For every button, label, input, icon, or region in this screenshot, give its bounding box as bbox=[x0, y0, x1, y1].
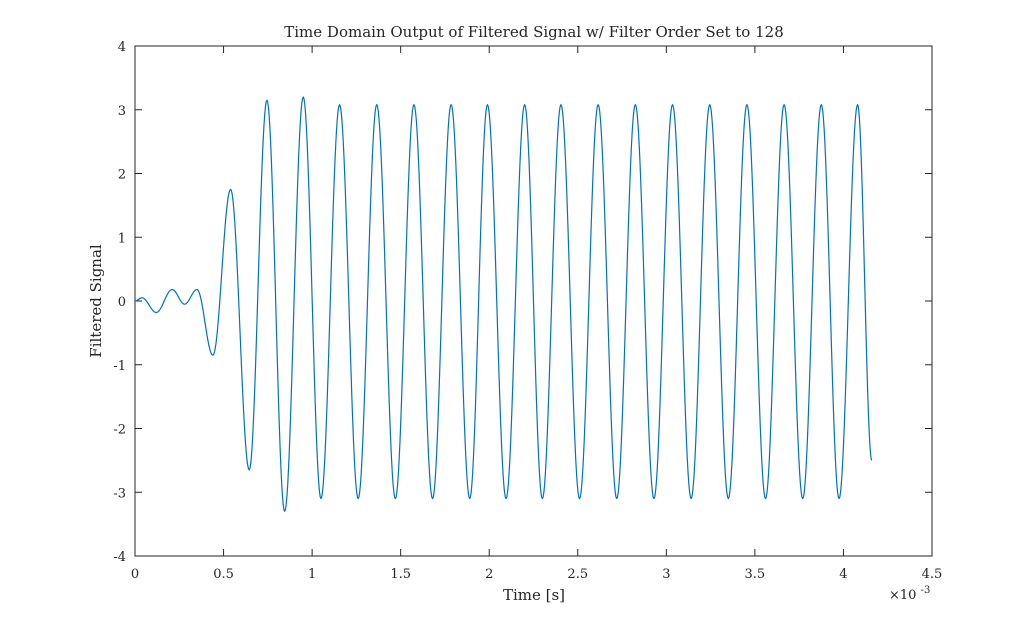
x-tick-label: 1 bbox=[308, 567, 316, 582]
x-tick-label: 1.5 bbox=[390, 567, 411, 582]
x-tick-label: 2 bbox=[485, 567, 493, 582]
series-line bbox=[134, 96, 873, 512]
y-axis-label: Filtered Signal bbox=[87, 244, 105, 358]
x-axis-ticks: 0 0.5 1 1.5 2 2.5 3 3.5 4 4.5 bbox=[131, 46, 942, 582]
x-tick-label: 3.5 bbox=[745, 567, 766, 582]
x-axis-exponent-power: -3 bbox=[921, 585, 931, 596]
y-tick-label: -4 bbox=[113, 550, 126, 565]
y-tick-label: 2 bbox=[118, 168, 126, 183]
chart-title: Time Domain Output of Filtered Signal w/… bbox=[284, 23, 783, 41]
series-group bbox=[134, 96, 873, 512]
y-tick-label: 3 bbox=[118, 104, 126, 119]
y-tick-label: -2 bbox=[113, 423, 126, 438]
y-tick-label: 0 bbox=[118, 295, 126, 310]
x-tick-label: 0.5 bbox=[213, 567, 234, 582]
y-tick-label: 1 bbox=[118, 231, 126, 246]
x-axis-exponent: ×10 -3 bbox=[889, 585, 930, 603]
x-tick-label: 3 bbox=[662, 567, 670, 582]
y-tick-label: 4 bbox=[118, 40, 126, 55]
x-axis-exponent-base: ×10 bbox=[889, 588, 916, 603]
x-axis-label: Time [s] bbox=[503, 586, 565, 604]
y-tick-label: -1 bbox=[113, 359, 126, 374]
x-tick-label: 2.5 bbox=[567, 567, 588, 582]
x-tick-label: 0 bbox=[131, 567, 139, 582]
x-tick-label: 4.5 bbox=[922, 567, 943, 582]
y-axis-ticks: -4 -3 -2 -1 0 1 2 3 4 bbox=[113, 40, 932, 565]
x-tick-label: 4 bbox=[839, 567, 847, 582]
y-tick-label: -3 bbox=[113, 486, 126, 501]
